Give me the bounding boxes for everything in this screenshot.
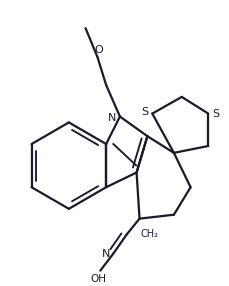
Text: O: O <box>93 45 102 55</box>
Text: N: N <box>101 249 110 259</box>
Text: OH: OH <box>90 274 106 284</box>
Text: CH₂: CH₂ <box>140 229 158 239</box>
Text: S: S <box>141 107 148 117</box>
Text: N: N <box>107 112 115 122</box>
Text: S: S <box>211 109 218 119</box>
